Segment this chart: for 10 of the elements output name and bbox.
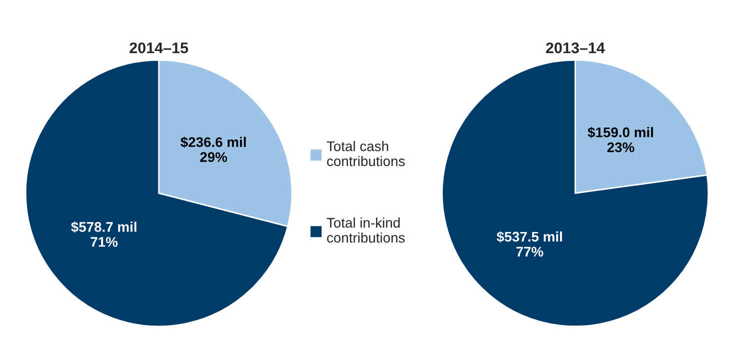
chart-title: 2014–15: [130, 42, 188, 54]
pie-slice: [24, 59, 288, 328]
legend-label: Total cash contributions: [326, 140, 405, 166]
data-label: $236.6 mil 29%: [180, 136, 246, 162]
data-label: $159.0 mil 23%: [588, 126, 653, 152]
pie-slice: [441, 59, 710, 328]
data-label: $537.5 mil 77%: [496, 231, 562, 257]
data-label: $578.7 mil 71%: [71, 221, 136, 247]
chart-title: 2013–14: [546, 42, 605, 54]
legend-label: Total in-kind contributions: [326, 218, 405, 243]
